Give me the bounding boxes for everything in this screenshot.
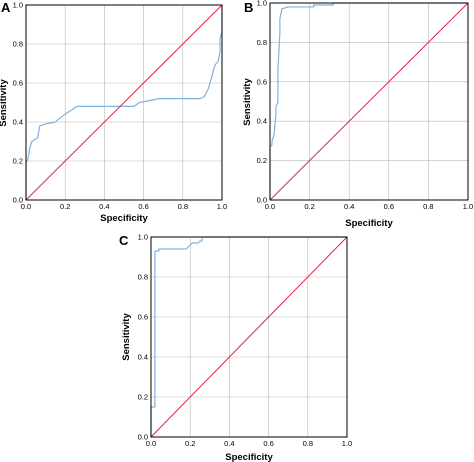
y-tick-label: 0.4 (257, 117, 267, 126)
y-tick-label: 0.4 (138, 353, 148, 362)
reference-diagonal-line (269, 2, 469, 201)
y-tick-label: 0.8 (13, 40, 23, 49)
roc-curve-line (269, 2, 468, 200)
y-tick-label: 1.0 (257, 0, 267, 8)
plot-frame (150, 236, 348, 438)
x-tick-label: 0.8 (178, 202, 188, 211)
y-tick-label: 0.2 (257, 156, 267, 165)
x-tick-label: 0.0 (21, 202, 31, 211)
x-tick-label: 1.0 (217, 202, 227, 211)
x-axis-title: Specificity (345, 218, 393, 229)
x-tick-label: 0.0 (265, 202, 275, 211)
panel-letter: B (244, 0, 253, 15)
x-tick-label: 0.4 (224, 439, 234, 448)
x-axis-title: Specificity (100, 213, 148, 224)
x-tick-label: 0.6 (138, 202, 148, 211)
plot-frame (269, 2, 469, 201)
roc-panel-c: 0.0 0.2 0.4 0.6 0.8 1.0 0.0 0.2 0.4 0.6 0.8 1.0 Spec… (119, 233, 352, 462)
x-tick-label: 1.0 (463, 202, 473, 211)
y-tick-label: 0.6 (138, 313, 148, 322)
y-tick-label: 0.4 (13, 118, 23, 127)
y-tick-label: 0.6 (257, 77, 267, 86)
x-tick-label: 1.0 (342, 439, 352, 448)
reference-diagonal-line (150, 236, 348, 438)
y-tick-label: 1.0 (13, 1, 23, 10)
x-tick-label: 0.0 (146, 439, 156, 448)
plot-frame (25, 4, 223, 201)
x-axis-title: Specificity (225, 452, 273, 462)
y-tick-label: 0.0 (13, 196, 23, 205)
y-tick-label: 0.8 (138, 273, 148, 282)
x-tick-label: 0.2 (185, 439, 195, 448)
x-tick-label: 0.8 (303, 439, 313, 448)
x-tick-label: 0.6 (263, 439, 273, 448)
y-tick-label: 0.8 (257, 38, 267, 47)
y-tick-label: 0.0 (138, 433, 148, 442)
y-axis-title: Sensitivity (121, 313, 132, 361)
y-tick-label: 0.0 (257, 196, 267, 205)
x-tick-label: 0.4 (99, 202, 109, 211)
panel-letter: C (119, 233, 129, 248)
roc-panel-a: 0.0 0.2 0.4 0.6 0.8 1.0 0.0 0.2 0.4 0.6 0.8 1.0 Spec… (0, 0, 227, 224)
panel-letter: A (1, 0, 11, 15)
y-tick-label: 0.2 (13, 157, 23, 166)
x-tick-label: 0.6 (384, 202, 394, 211)
y-tick-label: 0.2 (138, 393, 148, 402)
x-tick-label: 0.8 (423, 202, 433, 211)
y-tick-label: 0.6 (13, 79, 23, 88)
y-axis-title: Sensitivity (0, 79, 9, 127)
x-tick-label: 0.2 (60, 202, 70, 211)
reference-diagonal-line (25, 4, 223, 201)
x-tick-label: 0.4 (344, 202, 354, 211)
roc-curve-line (150, 236, 347, 437)
x-tick-label: 0.2 (304, 202, 314, 211)
roc-panel-b: 0.0 0.2 0.4 0.6 0.8 1.0 0.0 0.2 0.4 0.6 0.8 1.0 Spec… (242, 0, 473, 229)
roc-curve-line (25, 5, 223, 200)
y-tick-label: 1.0 (138, 233, 148, 242)
y-axis-title: Sensitivity (242, 78, 253, 126)
